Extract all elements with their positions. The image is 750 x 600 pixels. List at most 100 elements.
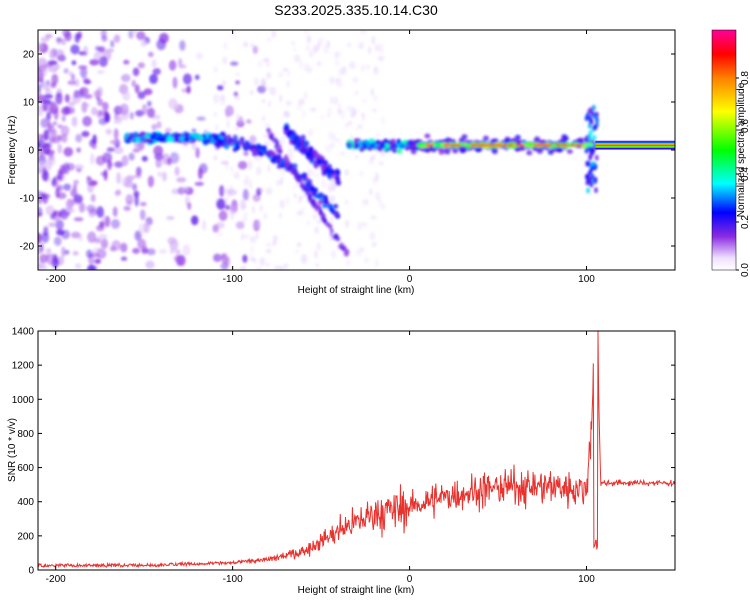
- spectrogram-cell: [221, 252, 228, 265]
- spectrogram-cell: [257, 59, 264, 68]
- spectrogram-cell: [563, 136, 569, 142]
- spectrogram-cell: [146, 248, 156, 256]
- spectrogram-cell: [249, 89, 254, 95]
- snr-x-tick-label: 0: [407, 574, 413, 585]
- spectrogram-cell: [282, 67, 289, 72]
- spectrogram-cell: [158, 248, 168, 254]
- spectrogram-cell: [197, 135, 204, 141]
- spectrogram-cell: [257, 187, 265, 193]
- spectrogram-cell: [374, 191, 381, 201]
- spectrogram-cell: [377, 43, 385, 54]
- spectrogram-cell: [242, 188, 249, 201]
- spectrogram-cell: [365, 142, 371, 148]
- spectrogram-cell: [137, 91, 146, 100]
- spectrogram-cell: [76, 147, 81, 153]
- spectrogram-cell: [348, 120, 353, 126]
- spectrogram-cell: [595, 117, 599, 123]
- spectrogram-cell: [80, 67, 88, 79]
- spectrogram-cell: [42, 167, 47, 176]
- spectrogram-cell: [410, 143, 417, 149]
- spectrogram-cell: [45, 248, 52, 253]
- spectrogram-cell: [97, 70, 105, 75]
- spectrogram-cell: [121, 73, 131, 83]
- spectrogram-cell: [55, 63, 61, 70]
- spectrogram-cell: [182, 73, 192, 85]
- spectrogram-cell: [38, 43, 43, 52]
- spectrogram-cell: [247, 160, 253, 170]
- snr-y-tick-label: 600: [17, 463, 34, 474]
- spectrogram-cell: [202, 140, 209, 146]
- snr-y-tick-label: 1200: [12, 361, 35, 372]
- spectrogram-cell: [213, 111, 218, 118]
- spectrogram-cell: [300, 139, 306, 146]
- spectrogram-cell: [57, 143, 62, 154]
- spectrogram-y-axis-label: Frequency (Hz): [7, 116, 18, 185]
- spectrogram-cell: [279, 199, 285, 209]
- spectrogram-cell: [139, 209, 146, 221]
- spectrogram-cell: [213, 135, 220, 141]
- spectrogram-cell: [257, 145, 263, 150]
- spectrogram-cell: [283, 125, 289, 132]
- spectrogram-cell: [115, 189, 122, 195]
- snr-series-line: [38, 331, 675, 569]
- spectrogram-cell: [326, 40, 331, 49]
- spectrogram-cell: [430, 147, 437, 153]
- spectrogram-cell: [201, 220, 207, 231]
- spectrogram-cell: [266, 36, 272, 43]
- spectrogram-cell: [41, 66, 48, 77]
- snr-y-tick-label: 200: [17, 531, 34, 542]
- spectrogram-cell: [225, 210, 229, 216]
- chart-title: S233.2025.335.10.14.C30: [274, 2, 438, 18]
- spectrogram-cell: [255, 167, 263, 176]
- spectrogram-cell: [55, 92, 63, 105]
- spectrogram-cell: [113, 119, 122, 124]
- spectrogram-cell: [81, 130, 90, 138]
- spectrogram-cell: [534, 136, 541, 142]
- spectrogram-cell: [446, 144, 453, 147]
- spectrogram-cell: [71, 92, 81, 104]
- spectrogram-cell: [195, 52, 203, 60]
- spectrogram-cell: [303, 91, 308, 100]
- spectrogram-cell: [588, 135, 592, 142]
- spectrogram-cell: [175, 249, 181, 255]
- spectrogram-cell: [135, 110, 145, 117]
- spectrogram-cell: [289, 163, 293, 169]
- spectrogram-cell: [38, 83, 42, 96]
- spectrogram-cell: [43, 93, 54, 99]
- spectrogram-cell: [262, 81, 266, 89]
- spectrogram-cell: [329, 76, 335, 85]
- spectrogram-cell: [575, 144, 582, 147]
- spectrogram-y-tick-label: -20: [20, 242, 35, 253]
- spectrogram-cell: [57, 210, 62, 218]
- spectrogram-cell: [241, 143, 247, 149]
- spectrogram-cell: [71, 116, 78, 127]
- spectrogram-cell: [219, 131, 226, 137]
- snr-frame: [38, 331, 675, 570]
- spectrogram-cell: [251, 205, 256, 214]
- spectrogram-y-tick-label: 0: [28, 146, 34, 157]
- colorbar-tick-label: 0.8: [740, 71, 750, 85]
- spectrogram-cell: [79, 87, 89, 96]
- spectrogram-cell: [314, 226, 319, 235]
- spectrogram-cell: [329, 236, 333, 242]
- spectrogram-cell: [242, 254, 248, 263]
- spectrogram-cell: [86, 204, 96, 213]
- spectrogram-cell: [109, 139, 119, 145]
- spectrogram-cell: [197, 167, 203, 180]
- spectrogram-cell: [66, 106, 76, 115]
- colorbar-label: Normalized spectral amplitude: [736, 82, 747, 217]
- snr-y-tick-label: 1000: [12, 395, 35, 406]
- spectrogram-cell: [120, 242, 128, 253]
- spectrogram-cell: [569, 144, 576, 147]
- spectrogram-cell: [132, 131, 139, 137]
- spectrogram-cell: [416, 142, 423, 147]
- spectrogram-cell: [236, 117, 242, 125]
- spectrogram-cell: [139, 131, 146, 137]
- spectrogram-cell: [259, 257, 266, 267]
- spectrogram-cell: [244, 234, 250, 239]
- spectrogram-cell: [306, 168, 314, 177]
- spectrogram-cell: [134, 230, 142, 241]
- spectrogram-cell: [594, 154, 599, 161]
- spectrogram-cell: [336, 138, 341, 143]
- spectrogram-cell: [354, 142, 360, 148]
